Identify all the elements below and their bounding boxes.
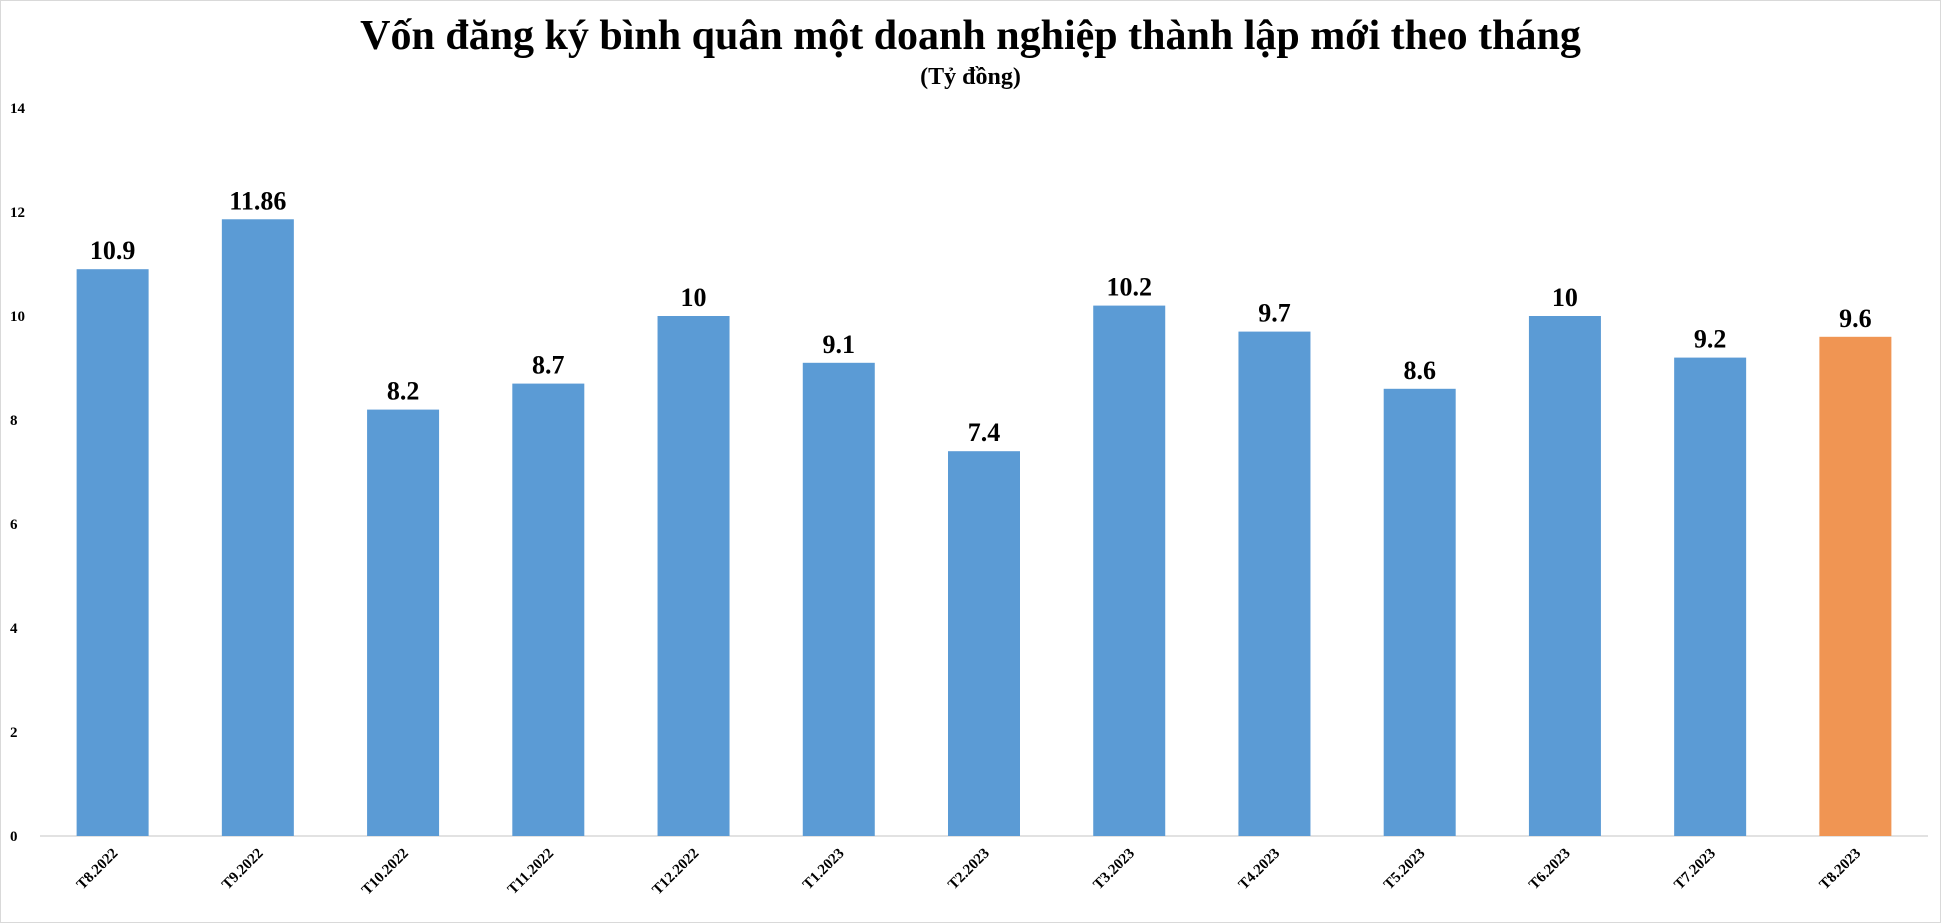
x-tick-label: T8.2022 <box>74 846 122 894</box>
x-tick-label: T8.2023 <box>1817 846 1865 894</box>
bar <box>948 451 1020 836</box>
bar <box>1238 331 1311 836</box>
x-tick-label: T9.2022 <box>219 846 267 894</box>
x-tick-label: T12.2022 <box>649 846 702 899</box>
data-label: 9.6 <box>1839 304 1872 333</box>
data-label: 10.2 <box>1106 273 1152 302</box>
bar <box>1528 316 1601 836</box>
bar <box>1819 336 1892 836</box>
y-tick-label: 0 <box>10 829 18 845</box>
data-label: 9.2 <box>1694 325 1727 354</box>
bar <box>1093 305 1166 837</box>
bar <box>1383 388 1456 836</box>
bar <box>76 269 149 836</box>
data-label: 7.4 <box>968 418 1001 447</box>
bar <box>802 362 875 836</box>
x-tick-label: T3.2023 <box>1090 846 1138 894</box>
x-tick-label: T1.2023 <box>800 846 848 894</box>
data-label: 10.9 <box>90 236 136 265</box>
bar <box>512 383 585 836</box>
y-tick-label: 12 <box>10 205 25 221</box>
bar <box>221 219 294 836</box>
y-tick-label: 2 <box>10 725 18 741</box>
x-tick-label: T10.2022 <box>359 846 412 899</box>
chart-title: Vốn đăng ký bình quân một doanh nghiệp t… <box>360 13 1581 59</box>
data-label: 9.1 <box>823 330 856 359</box>
chart-subtitle: (Tỷ đồng) <box>920 64 1021 90</box>
data-label: 11.86 <box>229 186 286 215</box>
data-label: 10 <box>681 283 707 312</box>
x-tick-label: T11.2022 <box>505 846 557 898</box>
y-tick-label: 6 <box>10 517 18 533</box>
x-tick-label: T6.2023 <box>1526 846 1574 894</box>
data-label: 8.7 <box>532 351 565 380</box>
x-tick-label: T2.2023 <box>945 846 993 894</box>
data-label: 8.2 <box>387 377 420 406</box>
bar <box>367 409 440 836</box>
data-label: 9.7 <box>1258 299 1291 328</box>
y-tick-label: 4 <box>10 621 18 637</box>
x-tick-label: T7.2023 <box>1671 846 1719 894</box>
bar <box>657 316 730 836</box>
x-tick-label: T4.2023 <box>1236 846 1284 894</box>
y-tick-label: 10 <box>10 309 25 325</box>
bar <box>1674 357 1747 836</box>
data-label: 8.6 <box>1403 356 1436 385</box>
x-tick-label: T5.2023 <box>1381 846 1429 894</box>
y-tick-label: 14 <box>10 101 26 117</box>
data-label: 10 <box>1552 283 1578 312</box>
y-tick-label: 8 <box>10 413 18 429</box>
